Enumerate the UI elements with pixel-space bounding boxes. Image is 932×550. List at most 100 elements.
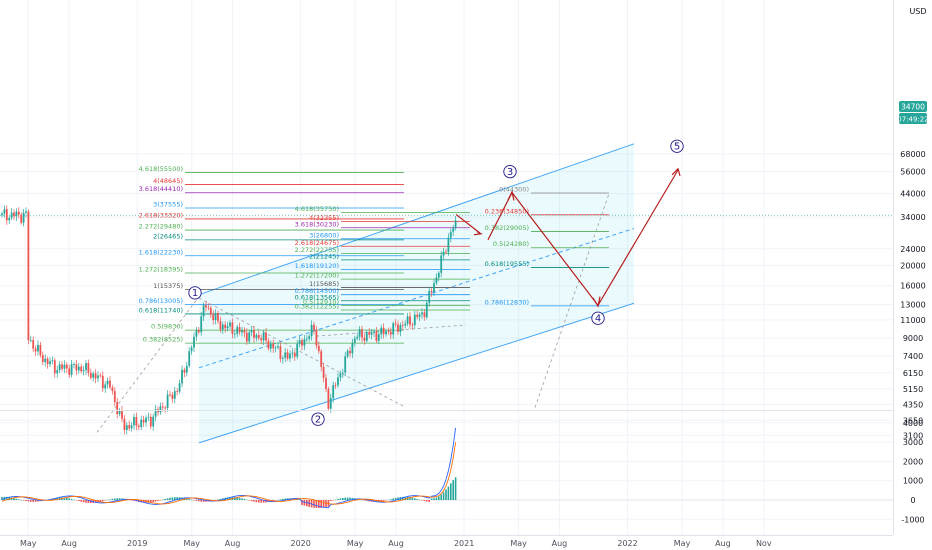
macd-histogram-bar (234, 497, 236, 500)
candle-body (101, 375, 104, 389)
candle-body (454, 220, 457, 229)
candle-body (68, 368, 71, 375)
fib-level-label: 0.5(12910) (303, 298, 339, 306)
macd-histogram-bar (114, 498, 116, 500)
fib-level-label: 1.272(17200) (295, 272, 339, 280)
candle-body (65, 364, 68, 369)
candle-body (149, 416, 152, 427)
projection-arrows[interactable] (455, 167, 681, 308)
candle-body (94, 373, 97, 379)
candle-body (265, 332, 267, 341)
candle-body (20, 214, 23, 223)
candle-body (308, 336, 311, 339)
macd-histogram-bar (22, 500, 25, 501)
macd-histogram-bar (150, 500, 152, 503)
macd-tick-label: 0 (910, 496, 915, 505)
candle-body (17, 211, 20, 215)
candle-body (310, 324, 313, 337)
fib-level-label: 0.618(19555) (485, 260, 529, 268)
candle-body (248, 332, 251, 342)
candle-body (221, 324, 224, 330)
projection-path (487, 169, 679, 307)
candle-body (77, 366, 80, 371)
arrowhead (507, 190, 515, 201)
candle-body (190, 347, 193, 352)
fibonacci-levels[interactable]: 4.618(55500) 4(48645)3.618(44410) 3(37555)… (0, 165, 893, 344)
macd-histogram-bar (426, 500, 428, 502)
macd-histogram-bar (402, 496, 404, 500)
macd-histogram-bar (274, 500, 277, 501)
macd-histogram-bar (200, 500, 202, 502)
fib-level-label: 4(32355) (309, 214, 339, 222)
time-tick-label: May (674, 539, 691, 548)
candle-body (121, 410, 123, 419)
price-tick-label: 11000 (900, 316, 925, 325)
macd-histogram-bar (140, 500, 142, 503)
channel-median-line (198, 227, 635, 369)
macd-histogram-bar (82, 500, 85, 503)
macd-histogram-bar (166, 498, 169, 500)
dashed-guide-line (534, 193, 610, 408)
price-tick-label: 6150 (903, 369, 923, 378)
candle-body (229, 322, 231, 327)
macd-histogram-bar (217, 499, 219, 501)
macd-histogram-bar (32, 500, 34, 502)
candle-body (193, 336, 195, 348)
candle-body (118, 410, 121, 415)
macd-histogram-bar (286, 498, 289, 500)
fib-level-label: 1(15685) (309, 280, 339, 288)
macd-histogram-bar (368, 500, 370, 502)
macd-histogram-bar (363, 500, 366, 501)
candle-body (106, 380, 109, 385)
macd-histogram-bar (162, 499, 164, 501)
projection-arrow-short (455, 213, 481, 234)
macd-axis[interactable]: 4000 3000 2000 1000 0 -1000 (901, 419, 924, 525)
candle-body (1, 213, 3, 216)
price-tick-label: 4350 (903, 400, 923, 409)
macd-histogram-bar (315, 500, 318, 508)
elliott-wave-labels[interactable]: 1 2 3 4 5 (188, 139, 684, 426)
candle-body (173, 391, 176, 399)
candle-body (344, 356, 347, 373)
candle-body (133, 417, 135, 426)
macd-histogram-bar (37, 500, 39, 502)
candle-body (363, 337, 366, 341)
macd-histogram-bar (433, 498, 435, 500)
fib-level-label: 2.272(29480) (139, 223, 183, 231)
candle-body (58, 364, 61, 371)
time-axis[interactable]: May Aug 2019 May Aug 2020 May Aug 2021 May Aug 2022… (0, 535, 893, 549)
candle-body (3, 209, 6, 214)
macd-histogram-bar (75, 500, 78, 501)
candle-body (188, 351, 191, 366)
parallel-channel[interactable] (198, 143, 635, 444)
wave-label: 3 (507, 167, 513, 178)
macd-histogram-bar (30, 500, 32, 502)
candle-body (334, 385, 337, 386)
bar-countdown: 07:49:22 (897, 116, 928, 124)
candle-body (325, 377, 327, 389)
candle-body (63, 364, 66, 369)
candle-body (130, 425, 133, 429)
macd-histogram-bar (90, 500, 92, 504)
fib-level-label: 0.786(12830) (485, 298, 529, 306)
price-tick-label: 7400 (903, 352, 923, 361)
price-tick-label: 44000 (900, 190, 925, 199)
macd-histogram-bar (15, 498, 18, 500)
fib-level-label: 2(26465) (153, 232, 183, 240)
fib-level-label: 0.618(11740) (139, 306, 183, 314)
candle-body (313, 324, 315, 330)
candle-body (365, 332, 368, 341)
candle-body (289, 353, 291, 359)
candle-body (409, 316, 411, 325)
macd-histogram-bar (332, 500, 334, 501)
price-axis[interactable]: 68000 56000 44000 34000 24000 20000 16000 13000… (900, 150, 925, 440)
fib-level-label: 1.272(18395) (139, 266, 183, 274)
macd-histogram-bar (190, 499, 193, 501)
channel-lower-line (198, 302, 635, 444)
time-tick-label: 2019 (127, 539, 147, 548)
candle-body (154, 409, 157, 417)
candle-body (169, 394, 171, 396)
macd-histogram-bar (392, 498, 394, 500)
